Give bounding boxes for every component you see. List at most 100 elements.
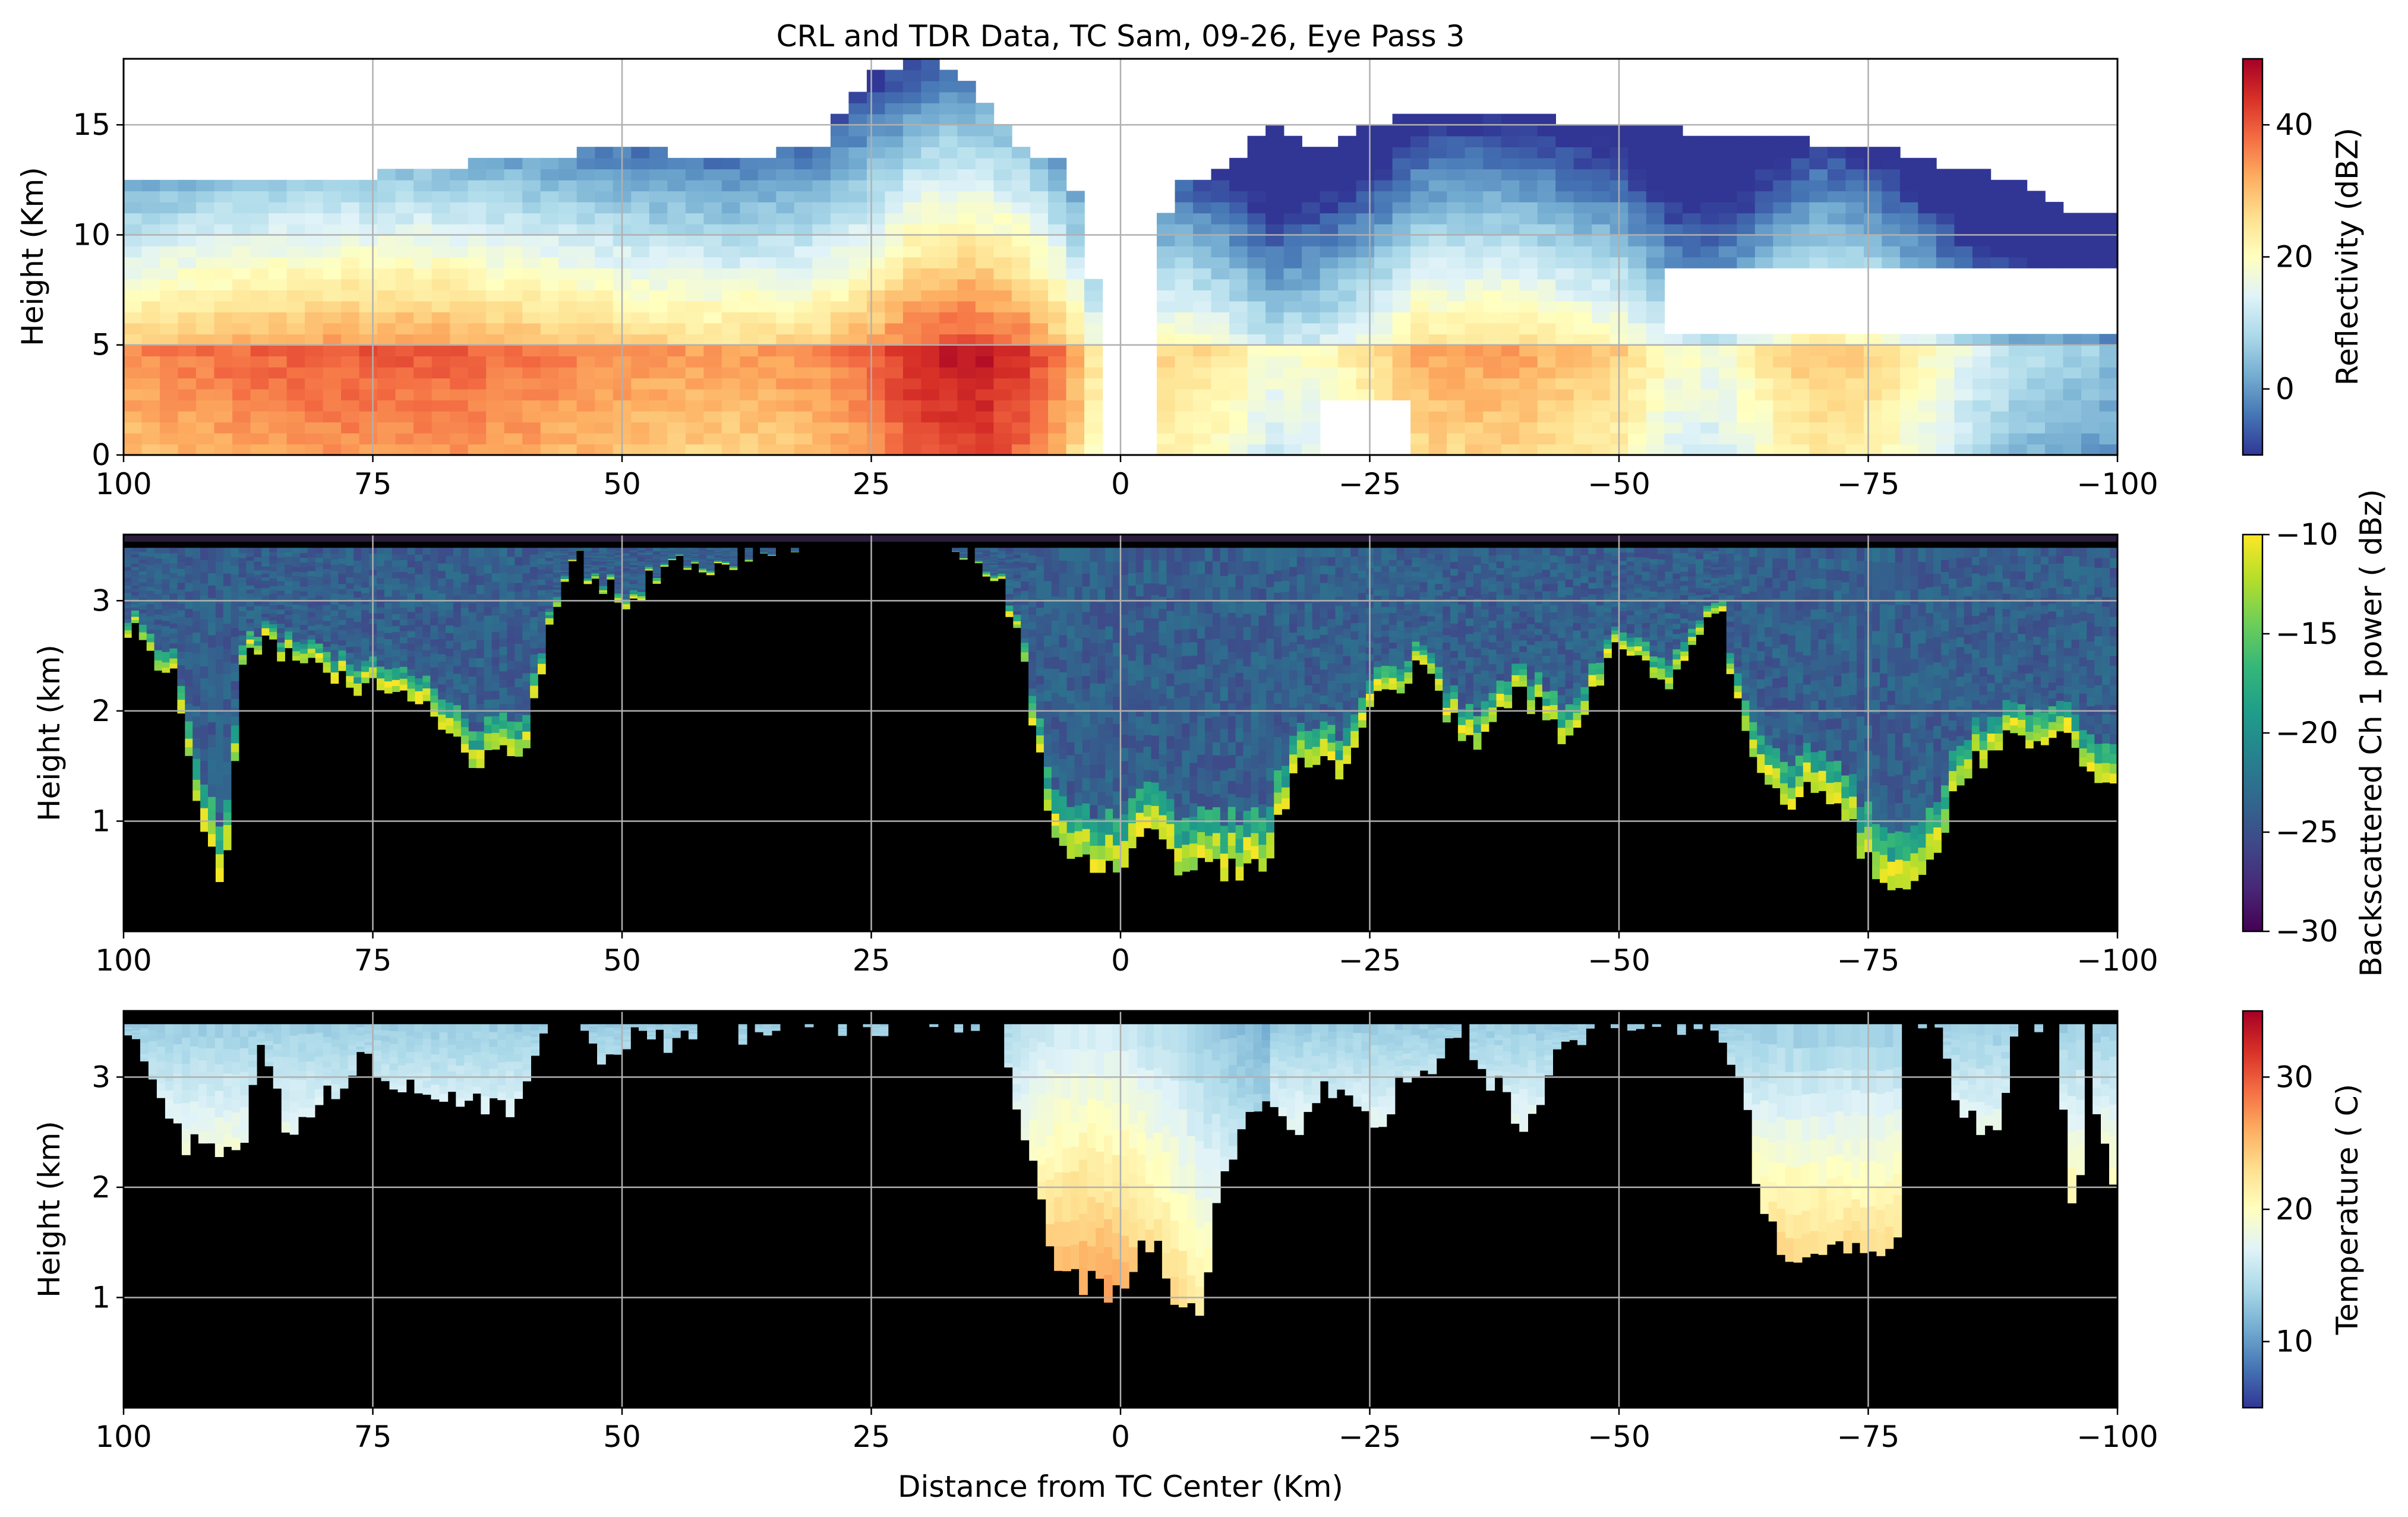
reflectivity-cell <box>1211 345 1230 356</box>
reflectivity-cell <box>1265 223 1285 236</box>
reflectivity-cell <box>1954 169 1973 181</box>
backscatter-cell <box>407 656 416 663</box>
reflectivity-cell <box>1954 444 1973 456</box>
backscatter-cell <box>246 618 255 623</box>
reflectivity-cell <box>939 410 958 423</box>
reflectivity-cell <box>1447 223 1466 236</box>
backscatter-cell <box>338 614 347 620</box>
backscatter-cell <box>138 617 147 621</box>
reflectivity-cell <box>1483 378 1502 390</box>
reflectivity-cell <box>305 279 324 290</box>
reflectivity-cell <box>1011 257 1031 268</box>
reflectivity-cell <box>196 323 215 334</box>
backscatter-cell <box>982 570 991 572</box>
backscatter-cell <box>538 627 546 633</box>
backscatter-cell <box>430 618 438 625</box>
reflectivity-cell <box>2063 378 2082 390</box>
reflectivity-cell <box>1410 279 1429 290</box>
reflectivity-cell <box>649 312 668 324</box>
reflectivity-cell <box>1519 246 1538 258</box>
backscatter-cell <box>499 728 508 737</box>
reflectivity-cell <box>885 388 904 401</box>
backscatter-cell <box>269 570 277 575</box>
reflectivity-cell <box>250 400 269 412</box>
reflectivity-cell <box>667 157 686 170</box>
backscatter-cell <box>706 558 715 560</box>
reflectivity-cell <box>1030 356 1049 368</box>
reflectivity-cell <box>323 201 342 214</box>
backscatter-cell <box>538 590 546 596</box>
backscatter-cell <box>377 630 385 637</box>
backscatter-cell <box>660 558 669 560</box>
backscatter-cell <box>990 549 999 551</box>
backscatter-cell <box>629 556 638 559</box>
backscatter-cell <box>269 555 277 560</box>
reflectivity-cell <box>1265 147 1285 159</box>
reflectivity-cell <box>1573 432 1592 445</box>
reflectivity-cell <box>939 345 958 356</box>
reflectivity-cell <box>2045 388 2064 401</box>
reflectivity-cell <box>758 257 777 268</box>
backscatter-cell <box>607 551 615 554</box>
reflectivity-cell <box>178 268 197 280</box>
backscatter-cell <box>706 569 715 571</box>
reflectivity-cell <box>595 400 614 412</box>
reflectivity-cell <box>576 400 595 412</box>
backscatter-cell <box>323 625 332 631</box>
reflectivity-cell <box>522 268 541 280</box>
reflectivity-cell <box>776 422 795 434</box>
reflectivity-cell <box>1066 257 1085 268</box>
reflectivity-cell <box>414 246 433 258</box>
reflectivity-cell <box>286 191 305 203</box>
backscatter-cell <box>422 637 431 644</box>
reflectivity-cell <box>1428 179 1447 192</box>
backscatter-cell <box>974 548 983 550</box>
backscatter-cell <box>515 548 523 557</box>
reflectivity-cell <box>1011 290 1031 302</box>
reflectivity-cell <box>1392 213 1411 225</box>
reflectivity-cell <box>1791 422 1810 434</box>
backscatter-cell <box>361 559 370 565</box>
backscatter-cell <box>522 731 531 740</box>
backscatter-cell <box>990 579 999 581</box>
reflectivity-cell <box>1302 169 1321 181</box>
backscatter-cell <box>446 625 454 633</box>
backscatter-cell <box>354 579 362 586</box>
reflectivity-cell <box>631 290 650 302</box>
reflectivity-cell <box>1066 223 1085 236</box>
reflectivity-cell <box>341 400 360 412</box>
reflectivity-cell <box>232 366 251 379</box>
backscatter-cell <box>415 593 424 601</box>
reflectivity-cell <box>124 257 143 268</box>
reflectivity-cell <box>1410 323 1429 334</box>
backscatter-cell <box>399 637 408 643</box>
reflectivity-cell <box>1918 345 1937 356</box>
reflectivity-cell <box>540 290 559 302</box>
reflectivity-cell <box>1302 422 1321 434</box>
reflectivity-cell <box>1882 147 1901 159</box>
backscatter-cell <box>177 665 186 672</box>
reflectivity-cell <box>377 388 396 401</box>
backscatter-cell <box>974 552 983 554</box>
reflectivity-cell <box>1990 366 2009 379</box>
reflectivity-cell <box>395 422 414 434</box>
reflectivity-cell <box>141 201 160 214</box>
backscatter-cell <box>560 556 569 558</box>
reflectivity-cell <box>1863 378 1883 390</box>
reflectivity-cell <box>1555 400 1574 412</box>
backscatter-cell <box>315 586 324 592</box>
reflectivity-cell <box>214 432 233 445</box>
reflectivity-cell <box>1465 356 1484 368</box>
backscatter-cell <box>392 571 400 579</box>
backscatter-cell <box>591 564 600 566</box>
reflectivity-cell <box>1265 135 1285 147</box>
reflectivity-cell <box>486 179 505 192</box>
reflectivity-cell <box>1465 279 1484 290</box>
reflectivity-cell <box>305 334 324 346</box>
backscatter-cell <box>660 551 669 552</box>
reflectivity-cell <box>160 235 179 246</box>
reflectivity-cell <box>1537 147 1556 159</box>
backscatter-cell <box>407 650 416 657</box>
reflectivity-cell <box>1718 191 1738 203</box>
backscatter-cell <box>154 558 163 564</box>
